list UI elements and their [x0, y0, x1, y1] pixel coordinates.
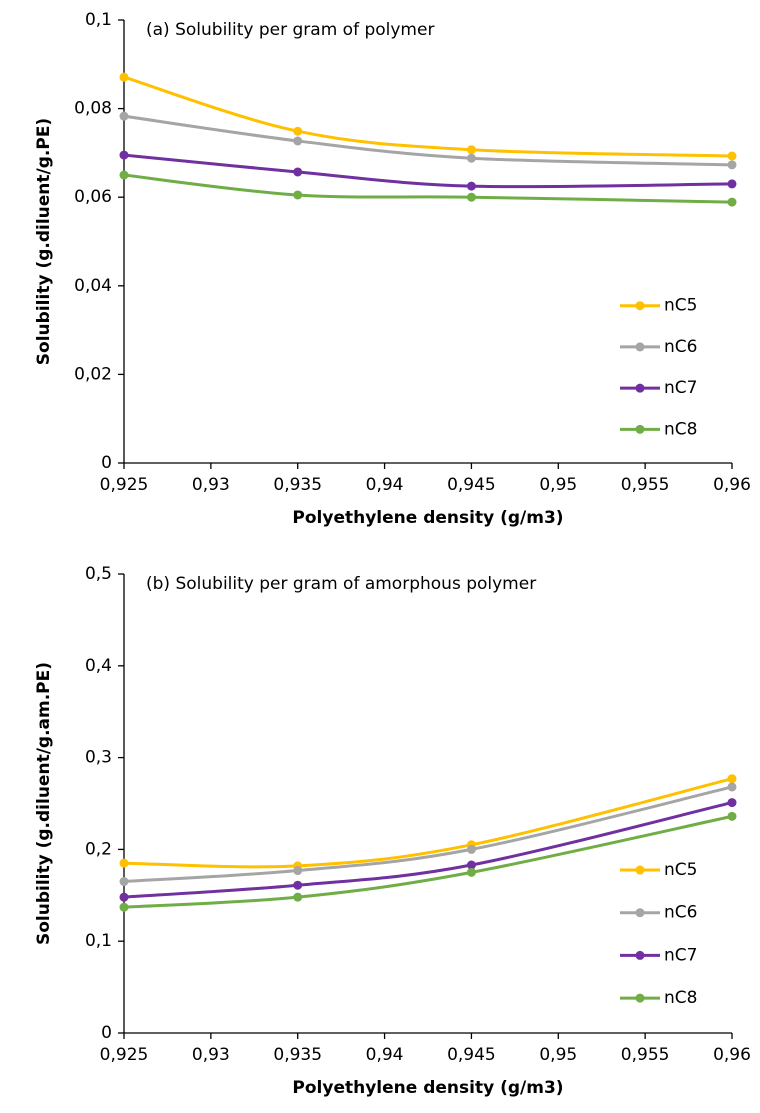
y-tick-label: 0,2 — [85, 839, 112, 859]
x-tick-label: 0,935 — [273, 1045, 322, 1065]
data-point — [119, 111, 129, 121]
legend-label: nC5 — [664, 296, 697, 316]
x-tick-label: 0,96 — [713, 475, 751, 495]
data-point — [119, 892, 129, 902]
legend-label: nC5 — [664, 860, 697, 880]
legend-label: nC6 — [664, 337, 697, 357]
legend-label: nC7 — [664, 378, 697, 398]
series-line — [123, 777, 733, 869]
x-tick-label: 0,95 — [539, 475, 577, 495]
x-tick-label: 0,925 — [100, 1045, 149, 1065]
series-line — [123, 75, 733, 158]
x-tick-label: 0,94 — [366, 475, 404, 495]
y-tick-label: 0,1 — [85, 931, 112, 951]
y-tick-label: 0,02 — [74, 364, 112, 384]
legend-label: nC6 — [664, 903, 697, 923]
legend-marker — [635, 993, 645, 1003]
y-tick-label: 0,06 — [74, 187, 112, 207]
chart-title: (b) Solubility per gram of amorphous pol… — [146, 574, 536, 594]
data-point — [727, 160, 737, 170]
x-tick-label: 0,935 — [273, 475, 322, 495]
data-point — [466, 153, 476, 163]
legend-label: nC8 — [664, 988, 697, 1008]
data-point — [727, 811, 737, 821]
data-point — [119, 150, 129, 160]
y-tick-label: 0,08 — [74, 99, 112, 119]
y-axis-label: Solubility (g.diluent/g.am.PE) — [34, 662, 54, 945]
chart-title: (a) Solubility per gram of polymer — [146, 20, 434, 40]
series-line — [123, 785, 733, 884]
x-axis-label: Polyethylene density (g/m3) — [292, 1078, 563, 1098]
x-tick-label: 0,93 — [192, 1045, 230, 1065]
data-point — [727, 798, 737, 808]
data-point — [466, 192, 476, 202]
data-point — [293, 866, 303, 876]
series-line — [123, 153, 733, 189]
y-tick-label: 0,4 — [85, 656, 112, 676]
data-point — [466, 860, 476, 870]
data-point — [466, 844, 476, 854]
data-point — [727, 782, 737, 792]
y-tick-label: 0,1 — [85, 10, 112, 30]
data-point — [727, 774, 737, 784]
y-tick-label: 0,3 — [85, 748, 112, 768]
series-line — [123, 173, 733, 204]
y-tick-label: 0,04 — [74, 276, 112, 296]
data-point — [293, 892, 303, 902]
data-point — [293, 126, 303, 136]
x-axis-label: Polyethylene density (g/m3) — [292, 508, 563, 528]
y-tick-label: 0 — [101, 453, 112, 473]
series-line — [123, 814, 733, 909]
x-tick-label: 0,955 — [621, 475, 670, 495]
x-tick-label: 0,94 — [366, 1045, 404, 1065]
data-point — [293, 190, 303, 200]
data-point — [466, 145, 476, 155]
data-point — [293, 167, 303, 177]
data-point — [119, 877, 129, 887]
x-tick-label: 0,95 — [539, 1045, 577, 1065]
data-point — [466, 867, 476, 877]
legend-marker — [635, 950, 645, 960]
legend-label: nC8 — [664, 419, 697, 439]
data-point — [293, 136, 303, 146]
data-point — [466, 181, 476, 191]
legend-marker — [635, 383, 645, 393]
y-tick-label: 0 — [101, 1023, 112, 1043]
data-point — [727, 197, 737, 207]
legend-marker — [635, 424, 645, 434]
legend-marker — [635, 865, 645, 875]
x-tick-label: 0,93 — [192, 475, 230, 495]
data-point — [727, 151, 737, 161]
legend-marker — [635, 342, 645, 352]
data-point — [119, 170, 129, 180]
x-tick-label: 0,945 — [447, 1045, 496, 1065]
data-point — [119, 858, 129, 868]
legend-marker — [635, 908, 645, 918]
y-axis-label: Solubility (g.diluent/g.PE) — [34, 118, 54, 365]
x-tick-label: 0,945 — [447, 475, 496, 495]
x-tick-label: 0,925 — [100, 475, 149, 495]
data-point — [119, 72, 129, 82]
data-point — [727, 179, 737, 189]
data-point — [293, 880, 303, 890]
legend-marker — [635, 301, 645, 311]
x-tick-label: 0,955 — [621, 1045, 670, 1065]
x-tick-label: 0,96 — [713, 1045, 751, 1065]
legend-label: nC7 — [664, 945, 697, 965]
series-line — [123, 114, 733, 167]
series-line — [123, 801, 733, 899]
data-point — [119, 902, 129, 912]
y-tick-label: 0,5 — [85, 564, 112, 584]
